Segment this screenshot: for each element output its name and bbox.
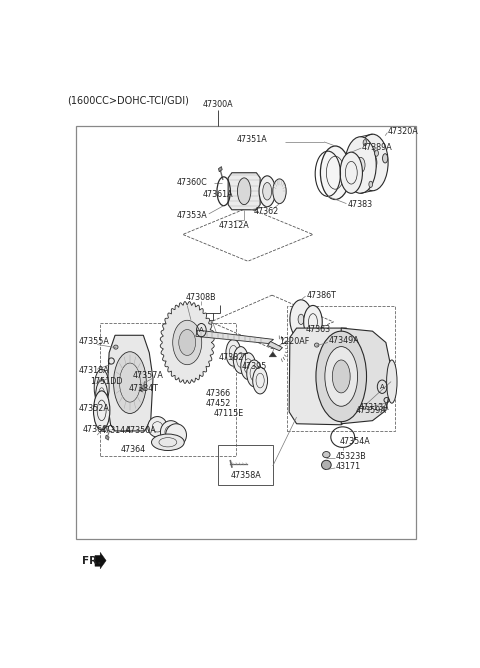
Ellipse shape [114, 345, 118, 349]
Polygon shape [341, 328, 390, 424]
Text: 47359A: 47359A [355, 406, 386, 415]
Text: 47361A: 47361A [203, 190, 233, 199]
Ellipse shape [323, 452, 330, 458]
Text: 47300A: 47300A [203, 100, 233, 110]
Text: 47357A: 47357A [132, 371, 163, 380]
Ellipse shape [356, 157, 365, 173]
Ellipse shape [340, 152, 362, 193]
Polygon shape [106, 435, 109, 440]
Ellipse shape [383, 154, 388, 163]
Ellipse shape [332, 360, 350, 393]
Polygon shape [289, 328, 354, 425]
Text: 47320A: 47320A [387, 127, 418, 136]
Ellipse shape [386, 360, 397, 403]
Text: FR.: FR. [82, 556, 101, 566]
Text: 47452: 47452 [206, 399, 231, 407]
Ellipse shape [357, 134, 388, 191]
Ellipse shape [160, 421, 181, 444]
Polygon shape [107, 335, 153, 431]
Polygon shape [267, 341, 282, 351]
Ellipse shape [355, 168, 358, 174]
Text: 47360C: 47360C [83, 426, 114, 434]
Text: 1751DD: 1751DD [91, 377, 123, 386]
Text: 47362: 47362 [254, 207, 279, 216]
Text: 43171: 43171 [336, 462, 361, 472]
Ellipse shape [368, 155, 377, 170]
Text: 47383: 47383 [347, 200, 372, 209]
Ellipse shape [148, 417, 167, 437]
Text: 45323B: 45323B [336, 452, 367, 461]
Ellipse shape [166, 424, 186, 446]
Text: 47353A: 47353A [177, 212, 207, 220]
Ellipse shape [114, 352, 146, 413]
Text: 47366: 47366 [206, 389, 231, 398]
Text: A: A [380, 383, 384, 389]
Ellipse shape [263, 182, 272, 200]
Ellipse shape [226, 339, 241, 366]
Ellipse shape [273, 179, 286, 204]
Text: 1220AF: 1220AF [279, 337, 310, 346]
Ellipse shape [233, 347, 248, 373]
Ellipse shape [140, 388, 144, 391]
Ellipse shape [325, 347, 358, 406]
Ellipse shape [304, 305, 322, 339]
Ellipse shape [375, 150, 378, 156]
Text: 47355A: 47355A [79, 337, 109, 346]
Ellipse shape [369, 181, 372, 188]
Ellipse shape [173, 320, 202, 365]
Text: 47350A: 47350A [126, 426, 156, 436]
Text: 47364: 47364 [121, 445, 146, 454]
Text: 47349A: 47349A [329, 336, 360, 345]
Ellipse shape [321, 146, 350, 200]
Text: A: A [199, 327, 204, 333]
Text: 47314A: 47314A [100, 426, 131, 436]
Text: 47363: 47363 [305, 325, 331, 333]
Ellipse shape [241, 353, 256, 379]
Ellipse shape [259, 176, 276, 206]
Text: 47395: 47395 [241, 361, 267, 371]
Ellipse shape [252, 367, 267, 394]
Text: 47354A: 47354A [340, 437, 371, 446]
Ellipse shape [179, 329, 196, 355]
Ellipse shape [94, 369, 109, 406]
Ellipse shape [314, 343, 319, 347]
Ellipse shape [316, 331, 367, 422]
Text: 47313A: 47313A [359, 403, 389, 411]
Text: 47318A: 47318A [79, 366, 109, 375]
Polygon shape [218, 166, 222, 172]
Text: 47352A: 47352A [79, 404, 109, 413]
Text: (1600CC>DOHC-TCI/GDI): (1600CC>DOHC-TCI/GDI) [67, 96, 189, 106]
Text: 47386T: 47386T [306, 291, 336, 300]
Ellipse shape [363, 140, 367, 146]
Text: 47382T: 47382T [219, 353, 249, 363]
Text: 47312A: 47312A [219, 220, 250, 230]
Text: 47389A: 47389A [362, 142, 393, 152]
Ellipse shape [152, 434, 184, 450]
Text: 47115E: 47115E [214, 409, 244, 418]
Text: 47351A: 47351A [237, 135, 267, 144]
Ellipse shape [96, 381, 108, 409]
Ellipse shape [238, 178, 251, 204]
Polygon shape [269, 352, 276, 357]
Polygon shape [160, 301, 214, 383]
Text: 47360C: 47360C [176, 178, 207, 186]
Ellipse shape [290, 300, 312, 339]
Ellipse shape [322, 460, 331, 470]
Ellipse shape [94, 391, 110, 430]
Ellipse shape [298, 314, 304, 325]
Polygon shape [95, 552, 106, 569]
Text: 47308B: 47308B [186, 293, 216, 302]
Text: 47358A: 47358A [230, 471, 261, 480]
Ellipse shape [345, 137, 376, 193]
Ellipse shape [247, 360, 262, 387]
Polygon shape [196, 330, 274, 343]
Text: 47384T: 47384T [128, 384, 158, 393]
Polygon shape [228, 173, 260, 210]
